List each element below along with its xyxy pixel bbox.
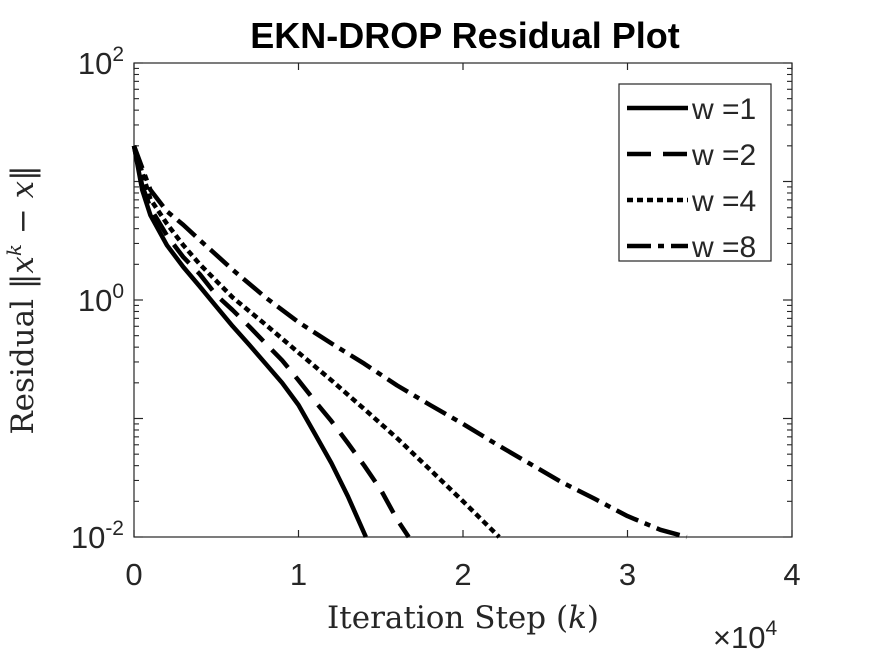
series-line-2 [131,145,411,539]
x-tick-label: 3 [619,557,636,592]
y-axis-label: Residual ‖xk − x‖ [2,165,41,434]
x-tick-label: 1 [290,557,307,592]
series-line-4 [131,145,688,540]
y-tick-label: 100 [78,280,124,318]
y-tick-label: 10-2 [71,517,124,555]
tick-marks [133,62,793,538]
x-tick-label: 0 [125,557,142,592]
legend-box [618,83,772,262]
x-axis-label: Iteration Step (k) [327,600,599,636]
legend-label-3: w =4 [691,185,756,218]
series-line-3 [131,145,501,539]
series-line-1 [131,145,368,538]
x-tick-label: 2 [454,557,471,592]
x-tick-label: 4 [783,557,800,592]
legend-label-1: w =1 [691,93,756,126]
chart-title: EKN-DROP Residual Plot [250,15,679,56]
legend-label-2: w =2 [691,139,756,172]
y-tick-label: 102 [78,43,124,81]
legend: w =1 w =2 w =4 w =8 [618,83,772,264]
legend-label-4: w =8 [691,231,756,264]
